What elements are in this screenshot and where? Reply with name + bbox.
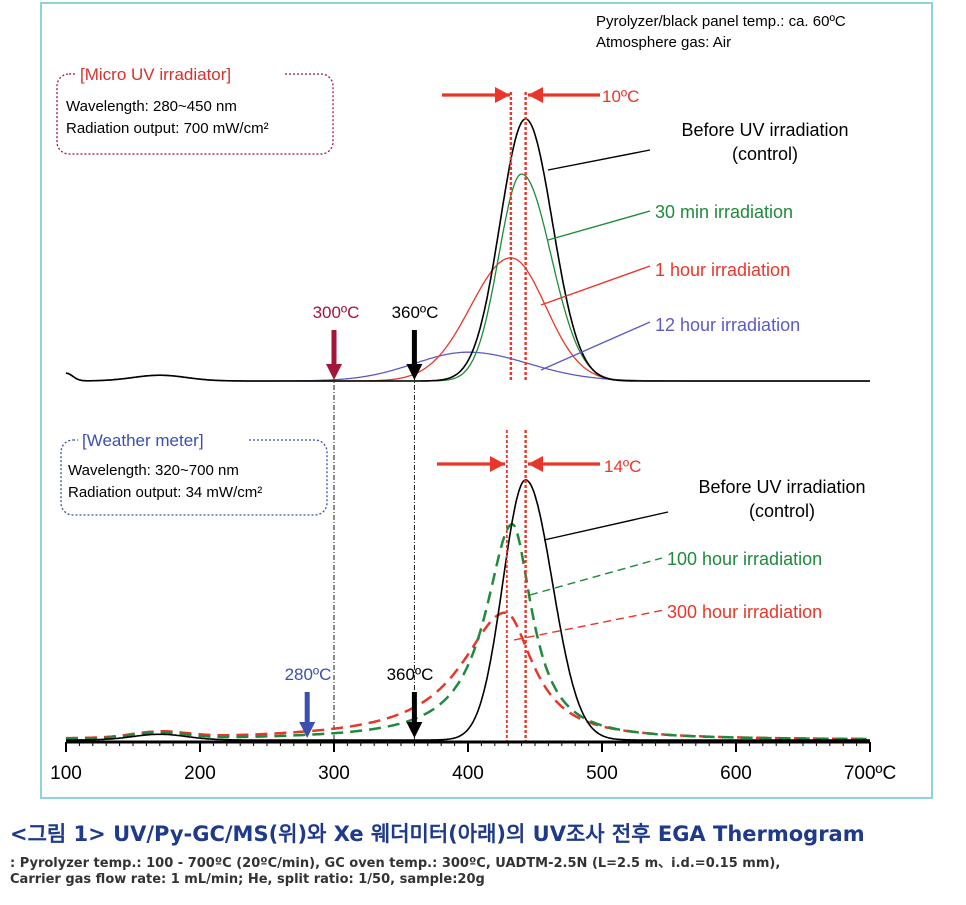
x-tick-label-700: 700ºC xyxy=(844,763,896,784)
bottom-label-300h: 300 hour irradiation xyxy=(667,602,822,622)
series-12h xyxy=(65,351,870,382)
micro-uv-wavelength: Wavelength: 280~450 nm xyxy=(66,98,237,115)
onset-guides xyxy=(333,345,415,742)
top-onset-a-arrow-head xyxy=(326,364,342,380)
bottom-onset-a-label: 280ºC xyxy=(285,665,332,684)
x-tick-label-500: 500 xyxy=(586,763,618,784)
series-control-top xyxy=(65,118,870,382)
x-tick-label-200: 200 xyxy=(184,763,216,784)
x-tick-label-100: 100 xyxy=(50,763,82,784)
weather-meter-box-title: [Weather meter] xyxy=(82,431,204,450)
bottom-label-100h: 100 hour irradiation xyxy=(667,549,822,569)
top-shift-label: 10ºC xyxy=(602,87,639,106)
figure-caption-title: <그림 1> UV/Py-GC/MS(위)와 Xe 웨더미터(아래)의 UV조사… xyxy=(10,822,865,846)
top-onset-b-label: 360ºC xyxy=(392,303,439,322)
top-shift-arrow-right-head xyxy=(528,87,543,103)
annotation-arrows xyxy=(299,87,669,742)
top-leader-30min xyxy=(547,210,651,241)
x-tick-label-300: 300 xyxy=(318,763,350,784)
figure-caption-line-2: Carrier gas flow rate: 1 mL/min; He, spl… xyxy=(10,872,485,887)
top-label-control-1: Before UV irradiation xyxy=(681,120,848,140)
bottom-onset-a-arrow-head xyxy=(299,722,316,738)
series-control-bottom xyxy=(66,479,870,741)
ega-thermogram-chart: Pyrolyzer/black panel temp.: ca. 60ºC At… xyxy=(50,13,896,784)
x-tick-label-400: 400 xyxy=(452,763,484,784)
figure-frame xyxy=(40,2,933,799)
x-tick-label-600: 600 xyxy=(720,763,752,784)
x-axis: 100 200 300 400 500 600 700ºC xyxy=(50,740,896,784)
thermogram-curves xyxy=(65,118,870,741)
series-300h xyxy=(66,611,870,741)
series-100h xyxy=(66,522,870,741)
weather-meter-wavelength: Wavelength: 320~700 nm xyxy=(68,462,239,479)
bottom-onset-b-label: 360ºC xyxy=(387,665,434,684)
micro-uv-radiation-output: Radiation output: 700 mW/cm² xyxy=(66,120,269,137)
top-leader-control xyxy=(547,149,651,171)
top-leader-1h xyxy=(540,265,651,306)
bottom-shift-arrow-left-head xyxy=(490,456,505,472)
bottom-leader-100h xyxy=(529,557,663,596)
bottom-shift-label: 14ºC xyxy=(604,457,641,476)
bottom-shift-arrow-right-head xyxy=(528,456,543,472)
bottom-label-control-2: (control) xyxy=(749,501,815,521)
top-leader-12h xyxy=(540,321,651,371)
top-onset-b-arrow-head xyxy=(406,364,423,380)
figure-caption-line-1: : Pyrolyzer temp.: 100 - 700ºC (20ºC/min… xyxy=(10,856,781,871)
bottom-leader-control xyxy=(543,511,669,541)
top-onset-a-label: 300ºC xyxy=(313,303,360,322)
top-label-12h: 12 hour irradiation xyxy=(655,315,800,335)
bottom-label-control-1: Before UV irradiation xyxy=(698,477,865,497)
top-shift-arrow-left-head xyxy=(495,87,510,103)
top-label-1h: 1 hour irradiation xyxy=(655,260,790,280)
top-label-control-2: (control) xyxy=(732,144,798,164)
conditions-line-2: Atmosphere gas: Air xyxy=(596,34,731,51)
top-label-30min: 30 min irradiation xyxy=(655,202,793,222)
bottom-onset-b-arrow-head xyxy=(406,722,423,738)
micro-uv-box-title: [Micro UV irradiator] xyxy=(80,65,231,84)
conditions-line-1: Pyrolyzer/black panel temp.: ca. 60ºC xyxy=(596,13,846,30)
weather-meter-radiation-output: Radiation output: 34 mW/cm² xyxy=(68,484,262,501)
